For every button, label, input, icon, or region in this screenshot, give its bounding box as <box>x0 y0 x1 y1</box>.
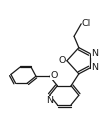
Text: O: O <box>50 71 58 80</box>
Text: N: N <box>91 63 98 72</box>
Text: O: O <box>58 56 66 65</box>
Text: N: N <box>46 96 53 105</box>
Text: N: N <box>91 49 98 58</box>
Text: Cl: Cl <box>82 19 91 28</box>
